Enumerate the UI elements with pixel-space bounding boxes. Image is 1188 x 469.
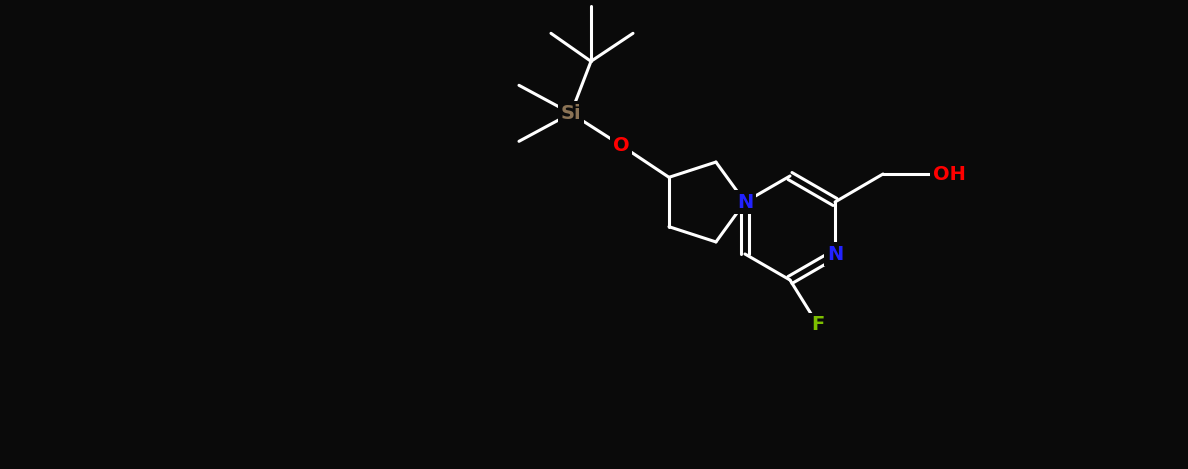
Text: N: N	[827, 244, 843, 264]
Text: OH: OH	[933, 165, 966, 183]
Text: N: N	[737, 192, 753, 212]
Text: Si: Si	[561, 104, 581, 123]
Text: O: O	[613, 136, 630, 155]
Text: F: F	[811, 316, 824, 334]
